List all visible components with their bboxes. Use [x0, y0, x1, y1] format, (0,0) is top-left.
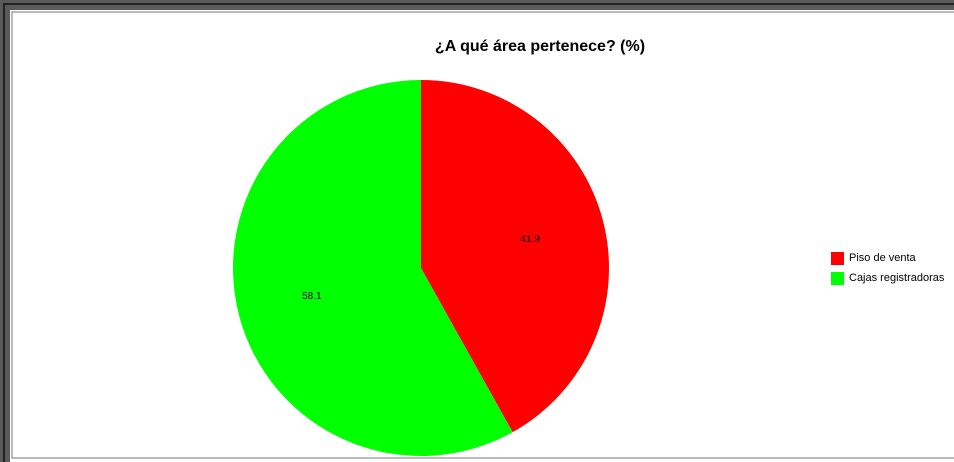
- frame-outline: [3, 3, 954, 462]
- legend-label: Piso de venta: [849, 252, 917, 264]
- pie-slice: [421, 80, 609, 433]
- pie-slice: [233, 80, 513, 456]
- legend-swatch: [831, 252, 844, 265]
- data-label: 58.1: [302, 291, 322, 302]
- chart-title: ¿A qué área pertenece? (%): [435, 38, 645, 55]
- legend-swatch: [831, 272, 844, 285]
- legend-label: Cajas registradoras: [849, 272, 945, 284]
- data-label: 41.9: [520, 234, 540, 245]
